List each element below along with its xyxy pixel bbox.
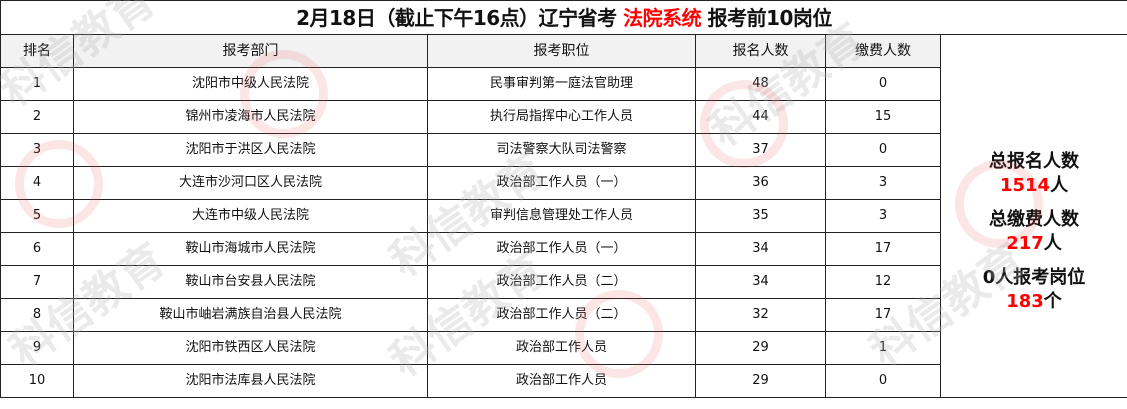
cell-applicants: 29 [695,364,826,398]
table-row: 10 沈阳市法库县人民法院 政治部工作人员 29 0 [0,364,1127,398]
cell-position: 政治部工作人员（二） [427,265,696,299]
table-row: 1 沈阳市中级人民法院 民事审判第一庭法官助理 48 0 总报名人数 1514人 总缴费人数 2… [0,67,1127,398]
header-dept: 报考部门 [73,34,428,68]
table-row: 2 锦州市凌海市人民法院 执行局指挥中心工作人员 44 15 [0,100,1127,134]
cell-dept: 鞍山市台安县人民法院 [73,265,428,299]
cell-paid: 3 [825,199,941,233]
cell-position: 审判信息管理处工作人员 [427,199,696,233]
cell-paid: 12 [825,265,941,299]
cell-rank: 2 [0,100,74,134]
cell-dept: 鞍山市海城市人民法院 [73,232,428,266]
zero-applicant-positions: 0人报考岗位 183个 [982,267,1086,313]
cell-rank: 9 [0,331,74,365]
cell-rank: 3 [0,133,74,167]
table-row: 7 鞍山市台安县人民法院 政治部工作人员（二） 34 12 [0,265,1127,299]
table-title: 2月18日（截止下午16点）辽宁省考 法院系统 报考前10岗位 [0,0,1127,35]
cell-dept: 大连市中级人民法院 [73,199,428,233]
cell-rank: 8 [0,298,74,332]
cell-dept: 鞍山市岫岩满族自治县人民法院 [73,298,428,332]
cell-rank: 4 [0,166,74,200]
cell-rank: 1 [0,67,74,101]
cell-paid: 1 [825,331,941,365]
header-applicants: 报名人数 [695,34,826,68]
cell-position: 执行局指挥中心工作人员 [427,100,696,134]
cell-paid: 3 [825,166,941,200]
cell-dept: 锦州市凌海市人民法院 [73,100,428,134]
cell-paid: 0 [825,67,941,101]
cell-rank: 10 [0,364,74,398]
total-applicants: 总报名人数 1514人 [989,151,1080,197]
cell-dept: 沈阳市中级人民法院 [73,67,428,101]
cell-applicants: 35 [695,199,826,233]
cell-position: 司法警察大队司法警察 [427,133,696,167]
table-row: 8 鞍山市岫岩满族自治县人民法院 政治部工作人员（二） 32 17 [0,298,1127,332]
total-paid: 总缴费人数 217人 [989,209,1080,255]
cell-position: 政治部工作人员（二） [427,298,696,332]
cell-paid: 17 [825,232,941,266]
header-position: 报考职位 [427,34,696,68]
cell-applicants: 44 [695,100,826,134]
table-row: 3 沈阳市于洪区人民法院 司法警察大队司法警察 37 0 [0,133,1127,167]
cell-paid: 0 [825,364,941,398]
cell-applicants: 32 [695,298,826,332]
cell-paid: 0 [825,133,941,167]
cell-position: 政治部工作人员（一） [427,166,696,200]
cell-paid: 15 [825,100,941,134]
cell-applicants: 34 [695,265,826,299]
cell-rank: 5 [0,199,74,233]
cell-dept: 沈阳市于洪区人民法院 [73,133,428,167]
header-row: 排名 报考部门 报考职位 报名人数 缴费人数 [0,34,1127,68]
table-row: 4 大连市沙河口区人民法院 政治部工作人员（一） 36 3 [0,166,1127,200]
cell-applicants: 48 [695,67,826,101]
header-blank [939,34,1127,68]
cell-dept: 大连市沙河口区人民法院 [73,166,428,200]
cell-applicants: 36 [695,166,826,200]
title-highlight: 法院系统 [623,5,702,30]
cell-dept: 沈阳市法库县人民法院 [73,364,428,398]
cell-position: 民事审判第一庭法官助理 [427,67,696,101]
cell-applicants: 37 [695,133,826,167]
table-row: 6 鞍山市海城市人民法院 政治部工作人员（一） 34 17 [0,232,1127,266]
cell-rank: 6 [0,232,74,266]
ranking-sheet: 2月18日（截止下午16点）辽宁省考 法院系统 报考前10岗位 排名 报考部门 … [0,0,1127,398]
cell-rank: 7 [0,265,74,299]
ranking-table: 2月18日（截止下午16点）辽宁省考 法院系统 报考前10岗位 排名 报考部门 … [0,0,1127,398]
cell-applicants: 29 [695,331,826,365]
cell-applicants: 34 [695,232,826,266]
cell-position: 政治部工作人员（一） [427,232,696,266]
summary-panel: 总报名人数 1514人 总缴费人数 217人 0人报考岗位 183个 [939,67,1127,398]
cell-position: 政治部工作人员 [427,331,696,365]
cell-position: 政治部工作人员 [427,364,696,398]
cell-dept: 沈阳市铁西区人民法院 [73,331,428,365]
header-paid: 缴费人数 [825,34,941,68]
cell-paid: 17 [825,298,941,332]
header-rank: 排名 [0,34,74,68]
